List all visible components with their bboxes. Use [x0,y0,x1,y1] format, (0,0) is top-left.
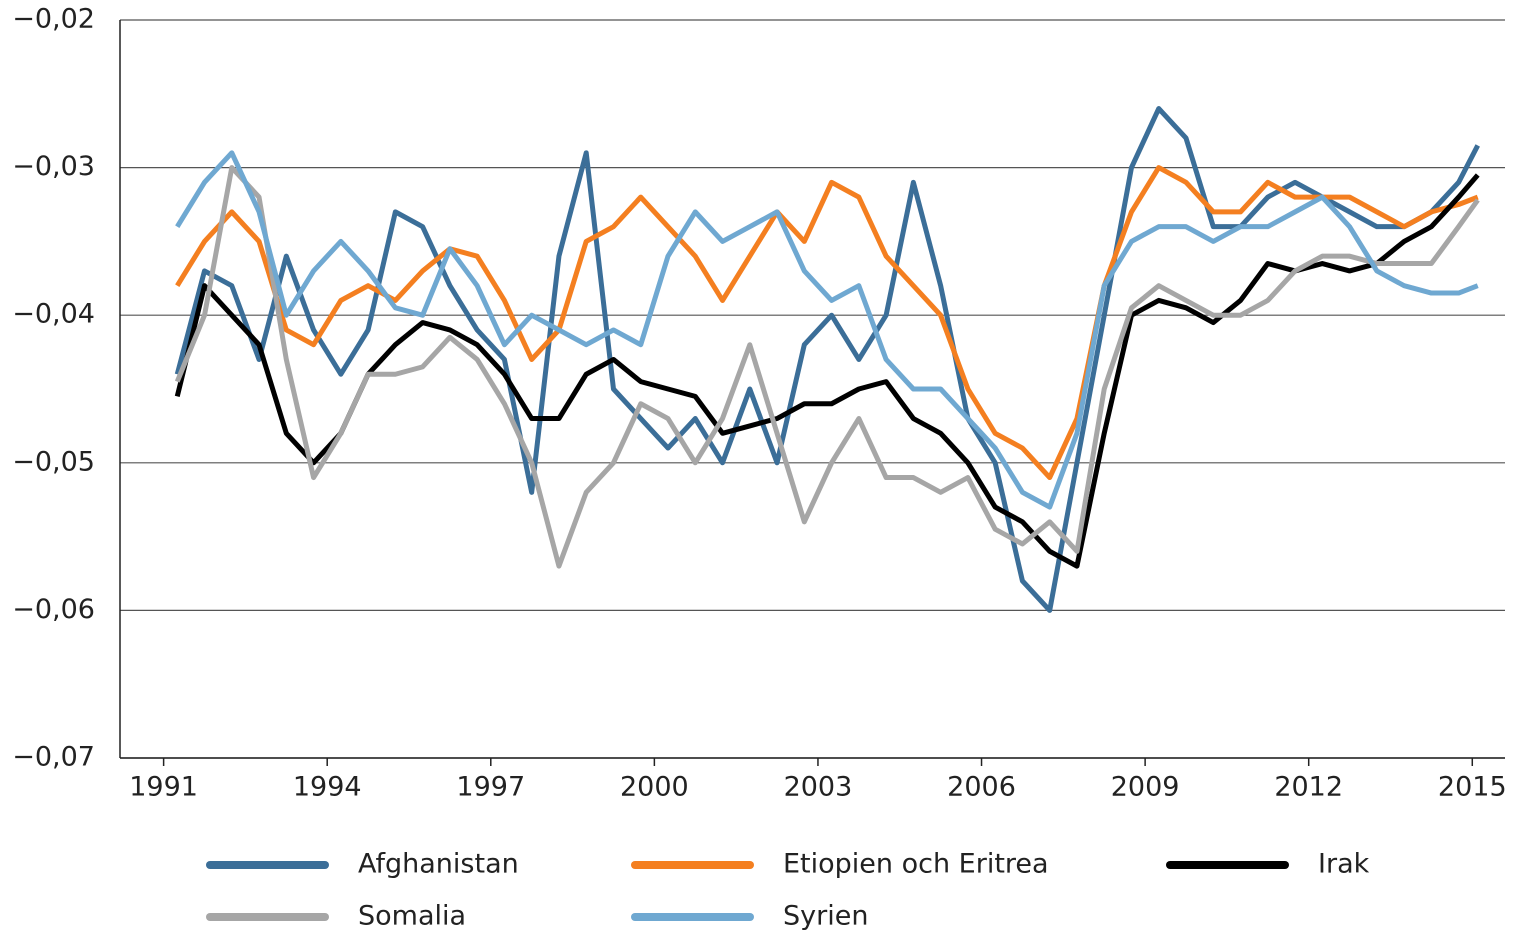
series-line [174,106,1480,613]
y-tick-label: −0,07 [12,742,95,773]
series-line [175,165,1479,481]
y-tick-label: −0,05 [12,446,95,477]
x-tick-label: 2009 [1111,772,1180,803]
x-tick-label: 1994 [293,772,362,803]
x-tick-label: 2015 [1438,772,1507,803]
x-tick-label: 2003 [784,772,853,803]
x-tick-label: 2006 [947,772,1016,803]
y-tick-label: −0,02 [12,4,95,35]
series-line [174,165,1480,569]
legend-label: Syrien [783,901,868,932]
y-tick-label: −0,03 [12,151,95,182]
series-line [175,150,1479,510]
legend-label: Afghanistan [358,849,519,880]
legend-label: Irak [1318,849,1370,880]
x-tick-label: 2012 [1274,772,1343,803]
legend-label: Etiopien och Eritrea [783,849,1049,880]
x-tick-label: 2000 [620,772,689,803]
y-tick-label: −0,06 [12,594,95,625]
y-tick-label: −0,04 [12,299,95,330]
series-line [174,173,1480,569]
x-tick-label: 1997 [456,772,525,803]
x-tick-label: 1991 [129,772,198,803]
legend-label: Somalia [358,901,466,932]
